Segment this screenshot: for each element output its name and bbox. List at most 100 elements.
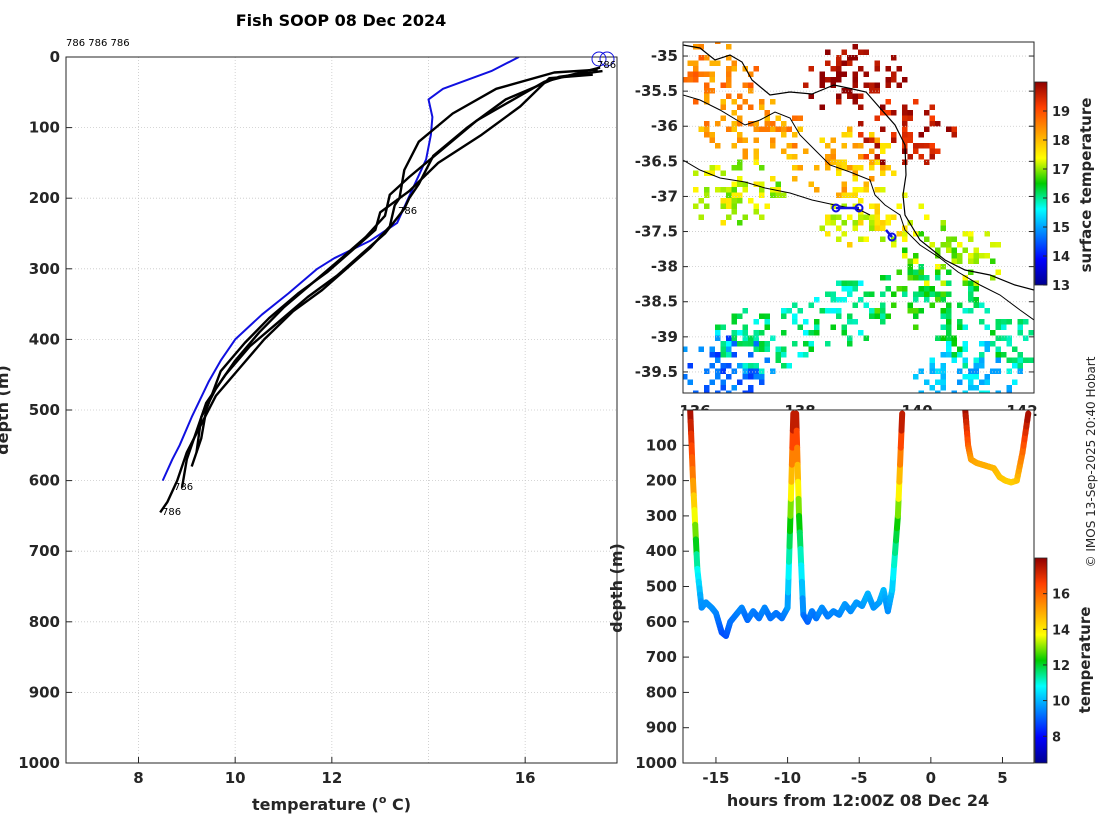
sst-pixel <box>781 313 787 319</box>
sst-pixel <box>731 165 737 171</box>
sst-pixel <box>946 324 952 330</box>
sst-pixel <box>726 71 732 77</box>
sst-pixel <box>726 77 732 83</box>
sst-pixel <box>709 137 715 143</box>
sst-pixel <box>753 154 759 160</box>
sst-pixel <box>683 374 688 380</box>
sst-colorbar-ticks: 13 14 15 16 17 18 19 <box>1043 105 1070 294</box>
ts-xtick-label: -15 <box>702 769 729 787</box>
sst-pixel <box>726 374 732 380</box>
sst-pixel <box>990 341 996 347</box>
sst-pixel <box>781 132 787 138</box>
sst-pixel <box>704 71 710 77</box>
sst-pixel <box>715 335 721 341</box>
sst-pixel <box>792 319 798 325</box>
sst-pixel <box>720 368 726 374</box>
sst-pixel <box>968 297 974 303</box>
sst-pixel <box>731 330 737 336</box>
ts-series-group <box>687 410 1032 639</box>
sst-pixel <box>902 231 908 237</box>
sst-pixel <box>737 396 743 402</box>
sst-pixel <box>715 390 721 393</box>
sst-pixel <box>907 264 913 270</box>
sst-pixel <box>671 72 677 78</box>
sst-pixel <box>742 368 748 374</box>
sst-pixel <box>748 335 754 341</box>
sst-pixel <box>737 165 743 171</box>
sst-pixel <box>841 280 847 286</box>
sst-pixel <box>973 297 979 303</box>
sst-pixel <box>918 132 924 138</box>
sst-pixel <box>715 187 721 193</box>
sst-pixel <box>880 170 886 176</box>
sst-pixel <box>742 363 748 369</box>
sst-pixel <box>819 104 825 110</box>
sst-pixel <box>753 319 759 325</box>
temperature-colorbar-ticks: 8 10 12 14 16 <box>1043 588 1070 745</box>
sst-pixel <box>841 143 847 149</box>
sst-pixel <box>709 379 715 385</box>
sst-pixel <box>825 60 831 66</box>
map-ytick-label: -37.5 <box>635 223 678 241</box>
sst-pixel <box>929 242 935 248</box>
profile-title: Fish SOOP 08 Dec 2024 <box>236 11 446 30</box>
sst-pixel <box>990 242 996 248</box>
sst-pixel <box>935 275 941 281</box>
sst-pixel <box>726 203 732 209</box>
sst-pixel <box>753 66 759 72</box>
ytick-label: 900 <box>29 683 60 701</box>
sst-pixel <box>737 121 743 127</box>
sst-pixel <box>742 137 748 143</box>
sst-pixel <box>847 335 853 341</box>
sst-pixel <box>1023 319 1029 325</box>
sst-pixel <box>1012 346 1018 352</box>
sst-pixel <box>852 44 858 50</box>
sst-pixel <box>869 159 875 165</box>
sst-pixel <box>1006 341 1012 347</box>
sst-pixel <box>726 192 732 198</box>
sst-pixel <box>737 104 743 110</box>
sst-pixel <box>902 247 908 253</box>
sst-pixel <box>891 110 897 116</box>
sst-pixel <box>1017 319 1023 325</box>
ytick-label: 1000 <box>18 754 60 772</box>
sst-pixel <box>940 363 946 369</box>
sst-pixel <box>880 165 886 171</box>
sst-pixel <box>924 236 930 242</box>
ts-xtick-label: 5 <box>997 769 1007 787</box>
sst-pixel <box>918 269 924 275</box>
sst-pixel <box>858 165 864 171</box>
sst-pixel <box>759 313 765 319</box>
sst-pixel <box>979 352 985 358</box>
sst-pixel <box>984 308 990 314</box>
sst-pixel <box>902 286 908 292</box>
sst-pixel <box>720 341 726 347</box>
sst-pixel <box>704 132 710 138</box>
sst-pixel <box>885 313 891 319</box>
sst-pixel <box>748 341 754 347</box>
sst-pixel <box>841 60 847 66</box>
sst-pixel <box>973 385 979 391</box>
sst-pixel <box>995 319 1001 325</box>
sst-pixel <box>792 143 798 149</box>
sst-pixel <box>885 275 891 281</box>
ts-plot-area <box>683 410 1034 763</box>
sst-pixel <box>726 198 732 204</box>
sst-pixel <box>720 198 726 204</box>
sst-pixel <box>913 99 919 105</box>
sst-pixel <box>940 379 946 385</box>
sst-pixel <box>924 280 930 286</box>
ts-ytick-label: 700 <box>646 648 677 666</box>
sst-pixel <box>896 203 902 209</box>
sst-pixel <box>852 319 858 325</box>
sst-pixel <box>940 308 946 314</box>
sst-pixel <box>830 297 836 303</box>
sst-pixel <box>731 341 737 347</box>
sst-pixel <box>731 126 737 132</box>
sst-pixel <box>759 330 765 336</box>
profile-start-marker <box>591 51 607 67</box>
sst-pixel <box>891 71 897 77</box>
sst-pixel <box>874 308 880 314</box>
sst-pixel <box>847 280 853 286</box>
